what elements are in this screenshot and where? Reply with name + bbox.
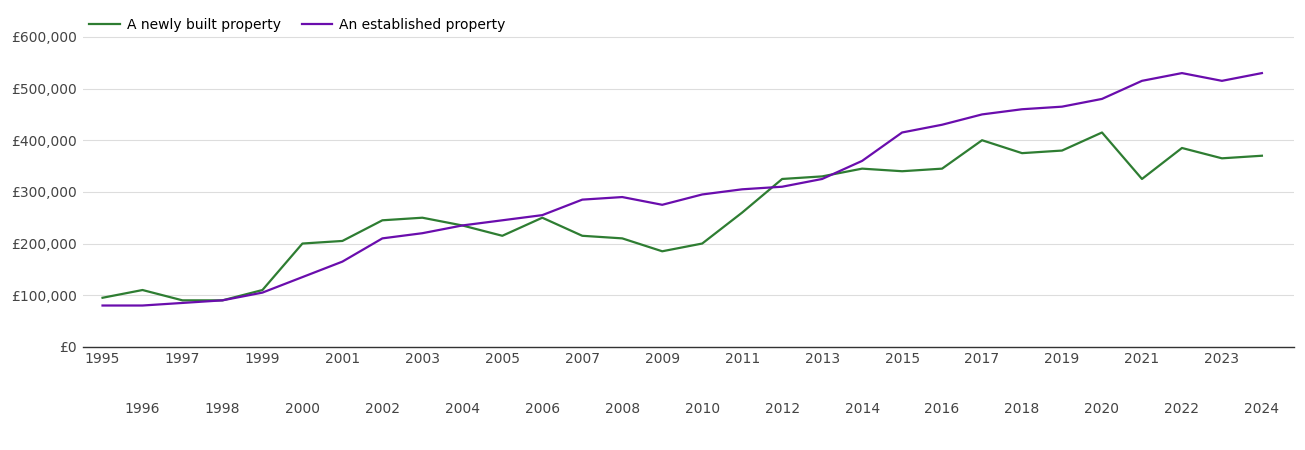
A newly built property [855, 166, 870, 171]
Line: A newly built property: A newly built property [103, 132, 1262, 300]
A newly built property [574, 233, 590, 238]
A newly built property [694, 241, 710, 246]
A newly built property [735, 210, 750, 215]
A newly built property [1014, 150, 1030, 156]
A newly built property [774, 176, 790, 182]
An established property [774, 184, 790, 189]
An established property [814, 176, 830, 182]
An established property [175, 300, 191, 306]
An established property [334, 259, 350, 264]
A newly built property [375, 218, 390, 223]
An established property [134, 303, 150, 308]
A newly built property [175, 297, 191, 303]
A newly built property [1254, 153, 1270, 158]
An established property [1214, 78, 1229, 84]
A newly built property [1174, 145, 1190, 151]
Line: An established property: An established property [103, 73, 1262, 306]
An established property [735, 187, 750, 192]
An established property [495, 218, 510, 223]
A newly built property [535, 215, 551, 220]
An established property [535, 212, 551, 218]
A newly built property [415, 215, 431, 220]
A newly built property [214, 297, 230, 303]
An established property [654, 202, 669, 207]
A newly built property [1094, 130, 1109, 135]
A newly built property [934, 166, 950, 171]
A newly built property [1054, 148, 1070, 153]
A newly built property [134, 287, 150, 292]
A newly built property [1214, 156, 1229, 161]
An established property [415, 230, 431, 236]
An established property [934, 122, 950, 127]
An established property [894, 130, 910, 135]
An established property [855, 158, 870, 164]
A newly built property [495, 233, 510, 238]
An established property [214, 297, 230, 303]
An established property [375, 236, 390, 241]
A newly built property [1134, 176, 1150, 182]
A newly built property [254, 287, 270, 292]
An established property [615, 194, 630, 200]
An established property [694, 192, 710, 197]
A newly built property [975, 138, 990, 143]
An established property [975, 112, 990, 117]
A newly built property [654, 248, 669, 254]
An established property [295, 274, 311, 280]
An established property [1054, 104, 1070, 109]
An established property [254, 290, 270, 295]
An established property [1254, 70, 1270, 76]
A newly built property [454, 223, 470, 228]
A newly built property [334, 238, 350, 243]
Legend: A newly built property, An established property: A newly built property, An established p… [90, 18, 506, 32]
An established property [1094, 96, 1109, 102]
An established property [454, 223, 470, 228]
A newly built property [95, 295, 111, 301]
An established property [1134, 78, 1150, 84]
An established property [574, 197, 590, 202]
A newly built property [295, 241, 311, 246]
An established property [1014, 107, 1030, 112]
An established property [1174, 70, 1190, 76]
An established property [95, 303, 111, 308]
A newly built property [615, 236, 630, 241]
A newly built property [894, 168, 910, 174]
A newly built property [814, 174, 830, 179]
